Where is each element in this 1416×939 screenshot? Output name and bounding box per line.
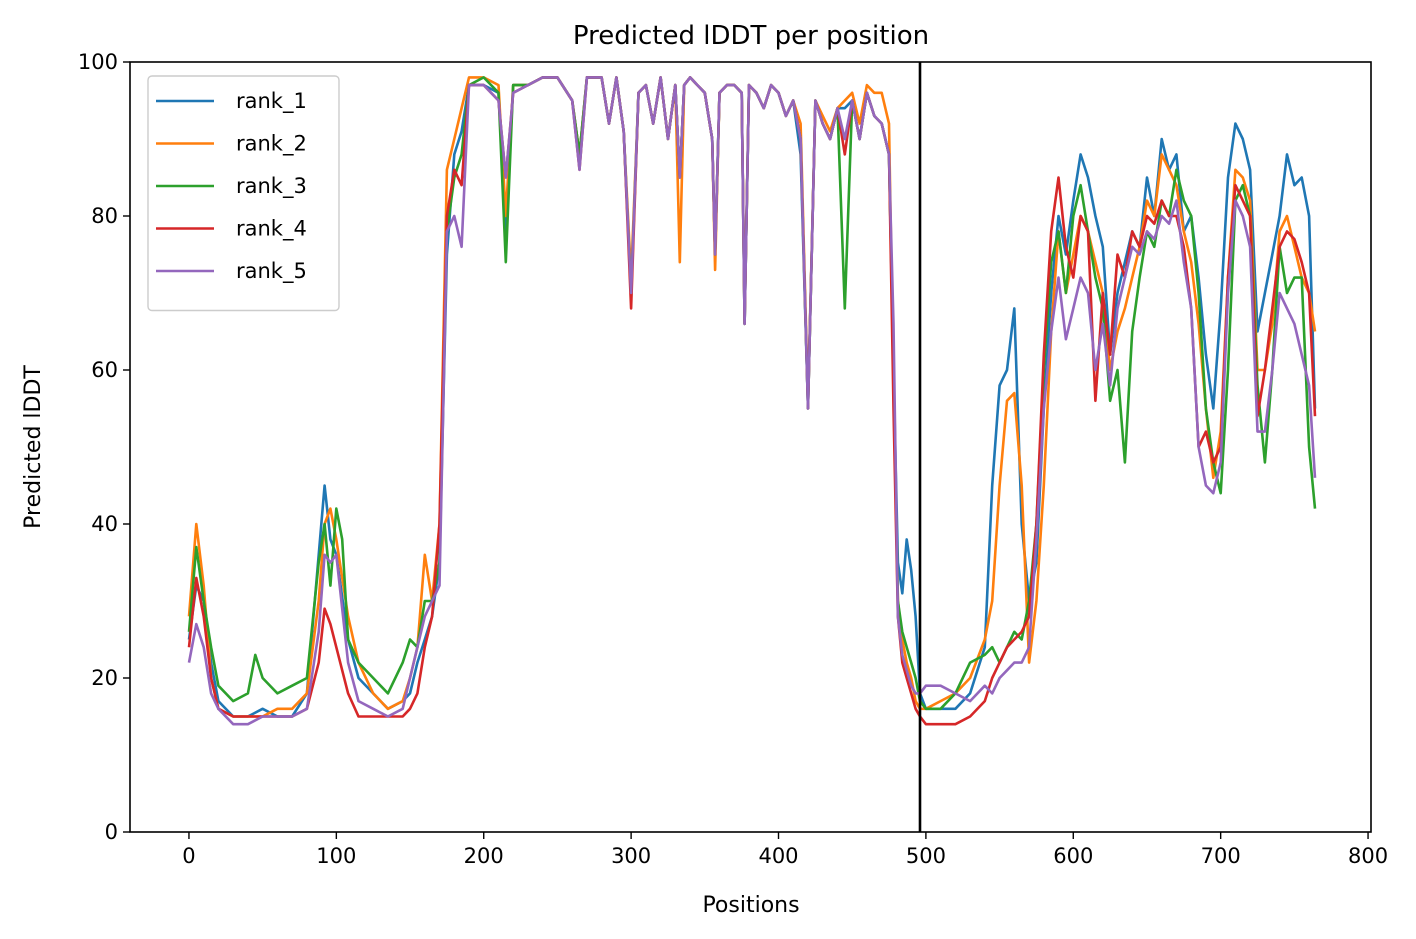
y-tick-label: 40 bbox=[91, 512, 118, 536]
y-tick-label: 100 bbox=[78, 50, 118, 74]
x-tick-label: 400 bbox=[758, 844, 798, 868]
legend-label: rank_3 bbox=[236, 174, 307, 199]
x-tick-label: 0 bbox=[182, 844, 195, 868]
legend-box bbox=[147, 75, 340, 312]
y-tick-label: 20 bbox=[91, 666, 118, 690]
x-tick-label: 600 bbox=[1053, 844, 1093, 868]
x-tick-label: 500 bbox=[906, 844, 946, 868]
x-tick-label: 100 bbox=[316, 844, 356, 868]
legend-label: rank_4 bbox=[236, 217, 307, 242]
y-axis: 0 20 40 60 80 100 bbox=[78, 50, 130, 844]
x-tick-label: 200 bbox=[464, 844, 504, 868]
series-layer bbox=[187, 76, 1317, 726]
x-tick-label: 800 bbox=[1348, 844, 1388, 868]
y-axis-label: Predicted lDDT bbox=[21, 365, 46, 529]
y-tick-label: 80 bbox=[91, 204, 118, 228]
legend: rank_1 rank_2 rank_3 rank_4 rank_5 bbox=[147, 75, 340, 312]
x-tick-label: 300 bbox=[611, 844, 651, 868]
legend-label: rank_2 bbox=[236, 132, 307, 157]
plot-frame bbox=[129, 61, 1372, 833]
y-tick-label: 0 bbox=[105, 820, 118, 844]
legend-label: rank_5 bbox=[236, 259, 307, 284]
x-axis: 0 100 200 300 400 500 600 700 800 bbox=[182, 832, 1388, 868]
series-line-rank-5 bbox=[187, 76, 1317, 726]
legend-label: rank_1 bbox=[236, 89, 307, 114]
y-tick-label: 60 bbox=[91, 358, 118, 382]
x-axis-label: Positions bbox=[702, 893, 799, 918]
x-tick-label: 700 bbox=[1201, 844, 1241, 868]
chart-title: Predicted lDDT per position bbox=[573, 21, 929, 51]
